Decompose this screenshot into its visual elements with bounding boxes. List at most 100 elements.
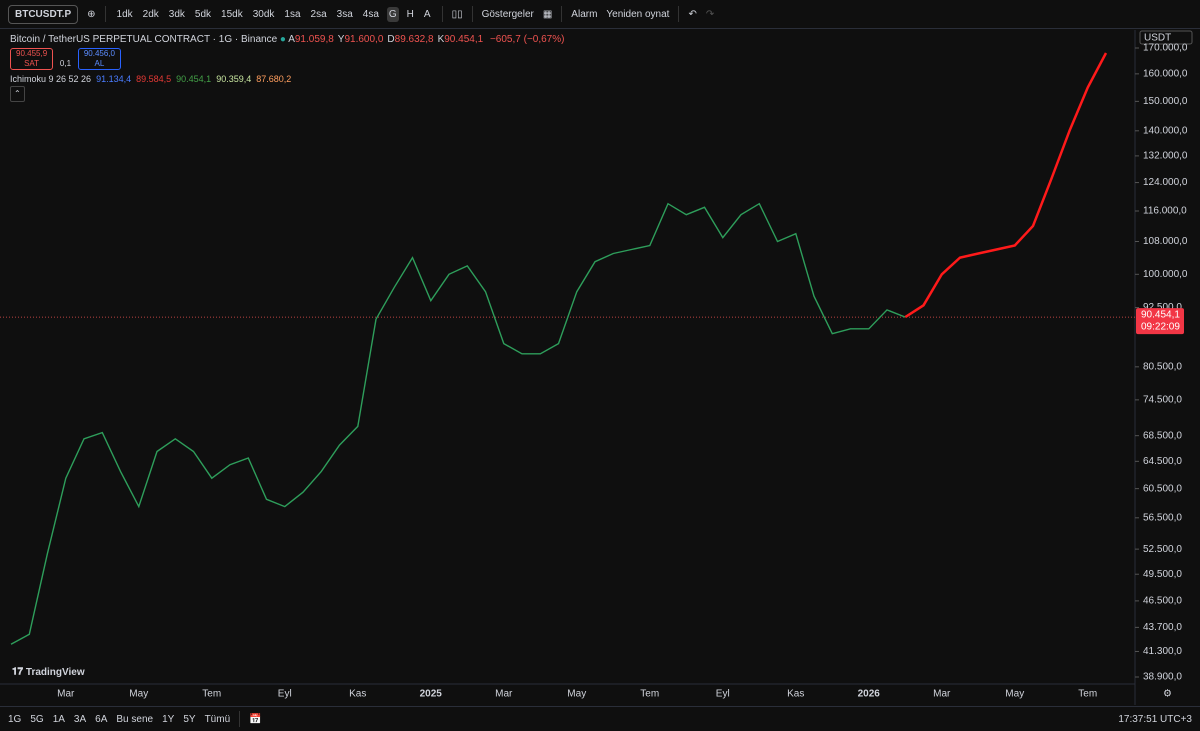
symbol[interactable]: BTCUSDT.P: [8, 4, 79, 24]
timeframe[interactable]: 4sa: [362, 8, 379, 20]
x-tick-label: 2025: [420, 689, 443, 700]
sell-label: SAT: [24, 59, 40, 68]
y-tick-label: 52.500,0: [1143, 544, 1182, 555]
y-tick-label: 60.500,0: [1143, 483, 1182, 494]
y-tick-label: 116.000,0: [1143, 206, 1187, 217]
separator: [678, 6, 680, 22]
timeframe[interactable]: 3dk: [168, 8, 185, 20]
currency-box[interactable]: [1139, 30, 1193, 45]
collapse-button[interactable]: ⌃: [10, 86, 25, 102]
y-tick-label: 170.000,0: [1143, 43, 1188, 54]
price-line: [10, 202, 906, 645]
range-button[interactable]: 1Y: [162, 713, 175, 725]
ohlc-label: Y: [337, 34, 345, 45]
x-tick-label: May: [567, 689, 586, 700]
logo-text: TradingView: [26, 667, 85, 678]
ichimoku-label: Ichimoku 9 26 52 26: [10, 74, 92, 84]
timeframes: 1dk 2dk 3dk 5dk 15dk 30dk 1sa 2sa 3sa 4sa G H A: [115, 6, 433, 22]
timeframe[interactable]: 3sa: [336, 8, 353, 20]
clock: 17:37:51 UTC+3: [1118, 713, 1192, 725]
ohlc-value: 90.454,1: [444, 34, 484, 45]
separator: [441, 6, 443, 22]
timeframe[interactable]: G: [386, 6, 399, 22]
redo[interactable]: ↷: [705, 8, 715, 20]
y-tick-label: 68.500,0: [1143, 430, 1182, 441]
dot: ●: [279, 34, 286, 45]
x-tick-label: May: [1005, 689, 1024, 700]
timeframe[interactable]: 1sa: [284, 8, 301, 20]
ranges: 1G 5G 1A 3A 6A Bu sene 1Y 5Y Tümü: [8, 714, 230, 725]
ohlc-label: D: [387, 34, 395, 45]
replay-button[interactable]: Yeniden oynat: [606, 8, 670, 20]
change: −605,7 (−0,67%): [489, 34, 565, 45]
x-tick-label: Tem: [640, 689, 659, 700]
sell-price: 90.455,9: [16, 49, 48, 58]
range-button[interactable]: 1A: [52, 713, 65, 725]
y-tick-label: 41.300,0: [1143, 646, 1182, 657]
layout-button[interactable]: ▦: [542, 8, 553, 20]
y-tick-label: 46.500,0: [1143, 596, 1182, 607]
toolbar: BTCUSDT.P ⊕ 1dk 2dk 3dk 5dk 15dk 30dk 1sa 2sa 3s…: [0, 0, 1200, 29]
y-tick-label: 38.900,0: [1143, 672, 1182, 683]
y-tick-label: 108.000,0: [1143, 236, 1188, 247]
range-button[interactable]: 5G: [30, 713, 44, 725]
y-tick-label: 56.500,0: [1143, 512, 1182, 523]
ichimoku-value: 90.359,4: [216, 74, 252, 84]
trade-buttons: 90.455,9 SAT 0,1 90.456,0 AL: [10, 48, 564, 71]
logo: 𝟏𝟕 TradingView: [12, 667, 85, 678]
x-tick-label: Eyl: [716, 689, 730, 700]
timeframe[interactable]: 5dk: [194, 8, 212, 20]
x-tick-label: Tem: [202, 689, 221, 700]
range-button[interactable]: 6A: [95, 713, 108, 725]
bottom-bar: 1G 5G 1A 3A 6A Bu sene 1Y 5Y Tümü 📅 17:37:51 UTC…: [0, 706, 1200, 731]
range-button[interactable]: 5Y: [183, 713, 196, 725]
range-button[interactable]: Tümü: [204, 713, 231, 725]
timeframe[interactable]: A: [423, 8, 431, 20]
buy-button[interactable]: 90.456,0 AL: [77, 48, 121, 70]
date-range[interactable]: 📅: [249, 713, 262, 725]
ohlc-value: 91.600,0: [344, 34, 384, 45]
ichimoku-legend: Ichimoku 9 26 52 26 91.134,4 89.584,5 90.45…: [10, 72, 564, 86]
timeframe[interactable]: 1dk: [116, 8, 133, 20]
timeframe[interactable]: H: [406, 8, 414, 20]
timeframe[interactable]: 15dk: [221, 8, 243, 20]
settings-icon[interactable]: ⚙: [1163, 689, 1172, 700]
range-button[interactable]: 1G: [8, 713, 22, 725]
legend-title: Bitcoin / TetherUS PERPETUAL CONTRACT · …: [10, 34, 278, 45]
countdown: 09:22:09: [1141, 322, 1180, 333]
ichimoku-value: 90.454,1: [176, 74, 212, 84]
x-tick-label: Kas: [787, 689, 804, 700]
sell-button[interactable]: 90.455,9 SAT: [10, 48, 54, 70]
y-tick-label: 43.700,0: [1143, 622, 1182, 633]
x-tick-label: Eyl: [278, 689, 292, 700]
ohlc-value: 91.059,8: [294, 34, 334, 45]
timeframe[interactable]: 2dk: [142, 8, 159, 20]
separator: [104, 6, 106, 22]
y-tick-label: 74.500,0: [1143, 395, 1182, 406]
ichimoku-value: 91.134,4: [96, 74, 132, 84]
last-price: 90.454,1: [1141, 310, 1180, 321]
y-tick-label: 160.000,0: [1143, 68, 1188, 79]
x-tick-label: 2026: [858, 689, 881, 700]
timeframe[interactable]: 2sa: [310, 8, 327, 20]
timeframe[interactable]: 30dk: [252, 8, 275, 20]
alarm-button[interactable]: Alarm: [571, 8, 598, 20]
add-symbol[interactable]: ⊕: [87, 8, 96, 20]
chart-style[interactable]: ▯▯: [451, 8, 463, 20]
spread: 0,1: [59, 59, 72, 68]
y-tick-label: 100.000,0: [1143, 269, 1188, 280]
undo[interactable]: ↶: [688, 8, 697, 20]
range-button[interactable]: Bu sene: [116, 713, 154, 725]
chart: USDT 𝟏𝟕 TradingView ⚙ 38.900,0 41.300,0 43…: [0, 30, 1193, 705]
buy-price: 90.456,0: [83, 49, 115, 58]
legend: Bitcoin / TetherUS PERPETUAL CONTRACT · …: [10, 33, 564, 102]
y-tick-label: 64.500,0: [1143, 456, 1182, 467]
last-price-box: [1136, 308, 1184, 335]
legend-row: Bitcoin / TetherUS PERPETUAL CONTRACT · …: [10, 33, 564, 47]
separator: [239, 711, 241, 727]
x-tick-label: Kas: [349, 689, 366, 700]
indicators-button[interactable]: Göstergeler: [481, 8, 534, 20]
x-tick-label: Mar: [57, 689, 75, 700]
range-button[interactable]: 3A: [73, 713, 87, 725]
